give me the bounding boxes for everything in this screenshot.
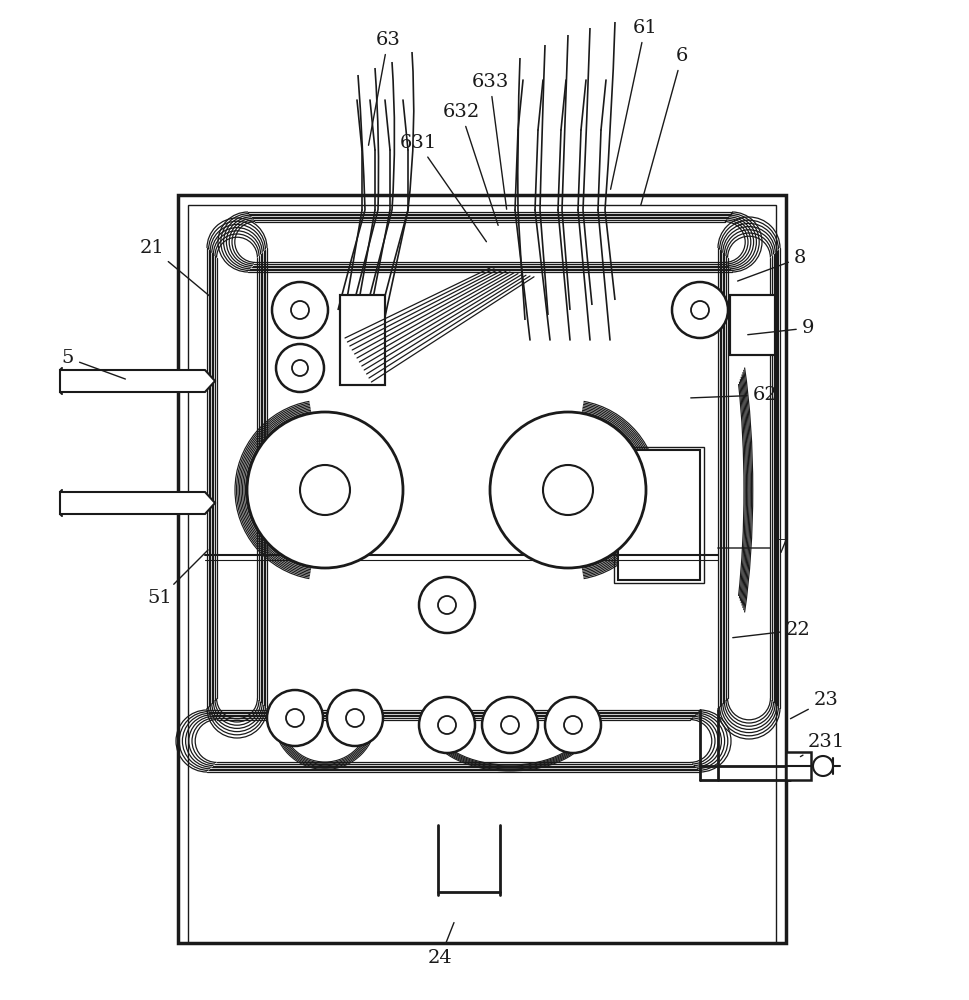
Text: 61: 61 bbox=[610, 19, 657, 189]
Circle shape bbox=[419, 577, 475, 633]
Circle shape bbox=[438, 716, 455, 734]
Circle shape bbox=[286, 709, 303, 727]
Bar bbox=[340, 295, 385, 385]
Text: 5: 5 bbox=[62, 349, 125, 379]
Text: 7: 7 bbox=[717, 539, 788, 557]
Bar bbox=[188, 205, 775, 943]
Circle shape bbox=[419, 697, 475, 753]
Polygon shape bbox=[60, 370, 215, 392]
Circle shape bbox=[247, 412, 402, 568]
Text: 63: 63 bbox=[368, 31, 400, 145]
Bar bbox=[730, 295, 774, 355]
Circle shape bbox=[266, 690, 323, 746]
Circle shape bbox=[327, 690, 383, 746]
Circle shape bbox=[346, 709, 363, 727]
Circle shape bbox=[271, 282, 328, 338]
Text: 24: 24 bbox=[427, 923, 453, 967]
Circle shape bbox=[672, 282, 728, 338]
Text: 631: 631 bbox=[399, 134, 485, 242]
Circle shape bbox=[812, 756, 832, 776]
Text: 22: 22 bbox=[732, 621, 809, 639]
Text: 51: 51 bbox=[147, 550, 207, 607]
Text: 21: 21 bbox=[140, 239, 209, 296]
Text: 231: 231 bbox=[799, 733, 844, 757]
Text: 23: 23 bbox=[790, 691, 837, 719]
Text: 62: 62 bbox=[690, 386, 776, 404]
Circle shape bbox=[500, 716, 518, 734]
Bar bbox=[613, 447, 703, 583]
Bar bbox=[617, 450, 700, 580]
Circle shape bbox=[482, 697, 538, 753]
Bar bbox=[340, 295, 385, 385]
Bar bbox=[178, 195, 785, 943]
Circle shape bbox=[489, 412, 645, 568]
Text: 632: 632 bbox=[442, 103, 498, 225]
Circle shape bbox=[438, 596, 455, 614]
Circle shape bbox=[276, 344, 324, 392]
Circle shape bbox=[292, 360, 308, 376]
Circle shape bbox=[291, 301, 309, 319]
Bar bbox=[730, 295, 774, 355]
Text: 9: 9 bbox=[747, 319, 813, 337]
Circle shape bbox=[563, 716, 581, 734]
Bar bbox=[785, 752, 810, 780]
Circle shape bbox=[545, 697, 601, 753]
Polygon shape bbox=[60, 492, 215, 514]
Circle shape bbox=[543, 465, 592, 515]
Circle shape bbox=[690, 301, 708, 319]
Text: 8: 8 bbox=[736, 249, 805, 281]
Circle shape bbox=[299, 465, 350, 515]
Text: 633: 633 bbox=[471, 73, 508, 209]
Text: 6: 6 bbox=[641, 47, 687, 205]
